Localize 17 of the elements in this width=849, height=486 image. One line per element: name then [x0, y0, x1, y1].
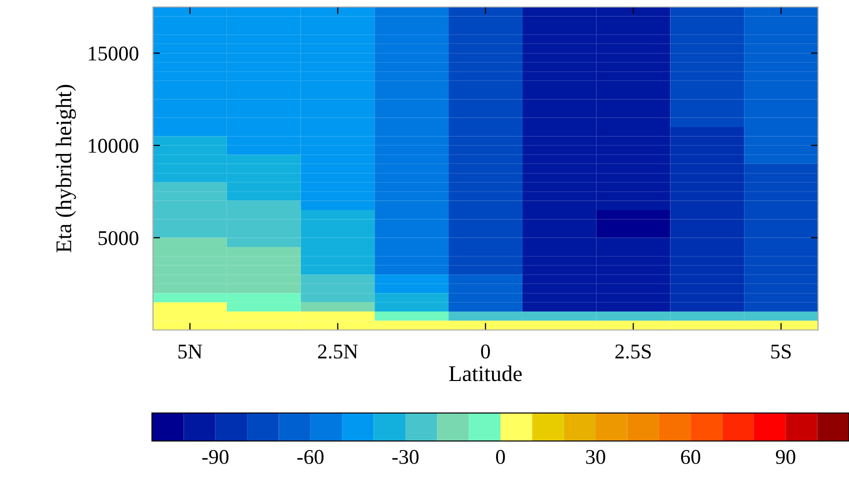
color-bar-label: -60	[297, 450, 324, 464]
x-tick-label: 2.5N	[318, 344, 358, 359]
color-bar-label: -30	[392, 450, 419, 464]
x-axis-title: Latitude	[449, 366, 522, 382]
color-bar-label: 30	[586, 450, 606, 464]
y-axis-title: Eta (hybrid height)	[56, 84, 76, 252]
x-tick-label: 5N	[178, 344, 202, 359]
x-tick-label: 5S	[771, 344, 791, 359]
y-tick-label: 5000	[98, 231, 138, 246]
y-tick-label: 15000	[88, 46, 138, 61]
x-tick-label: 0	[481, 344, 490, 359]
y-tick-label: 10000	[88, 138, 138, 153]
color-bar-label: 60	[681, 450, 700, 464]
color-bar-label: 0	[496, 450, 505, 464]
color-bar-label: -90	[202, 450, 228, 464]
color-bar-label: 90	[776, 450, 796, 464]
x-tick-label: 2.5S	[615, 344, 651, 359]
